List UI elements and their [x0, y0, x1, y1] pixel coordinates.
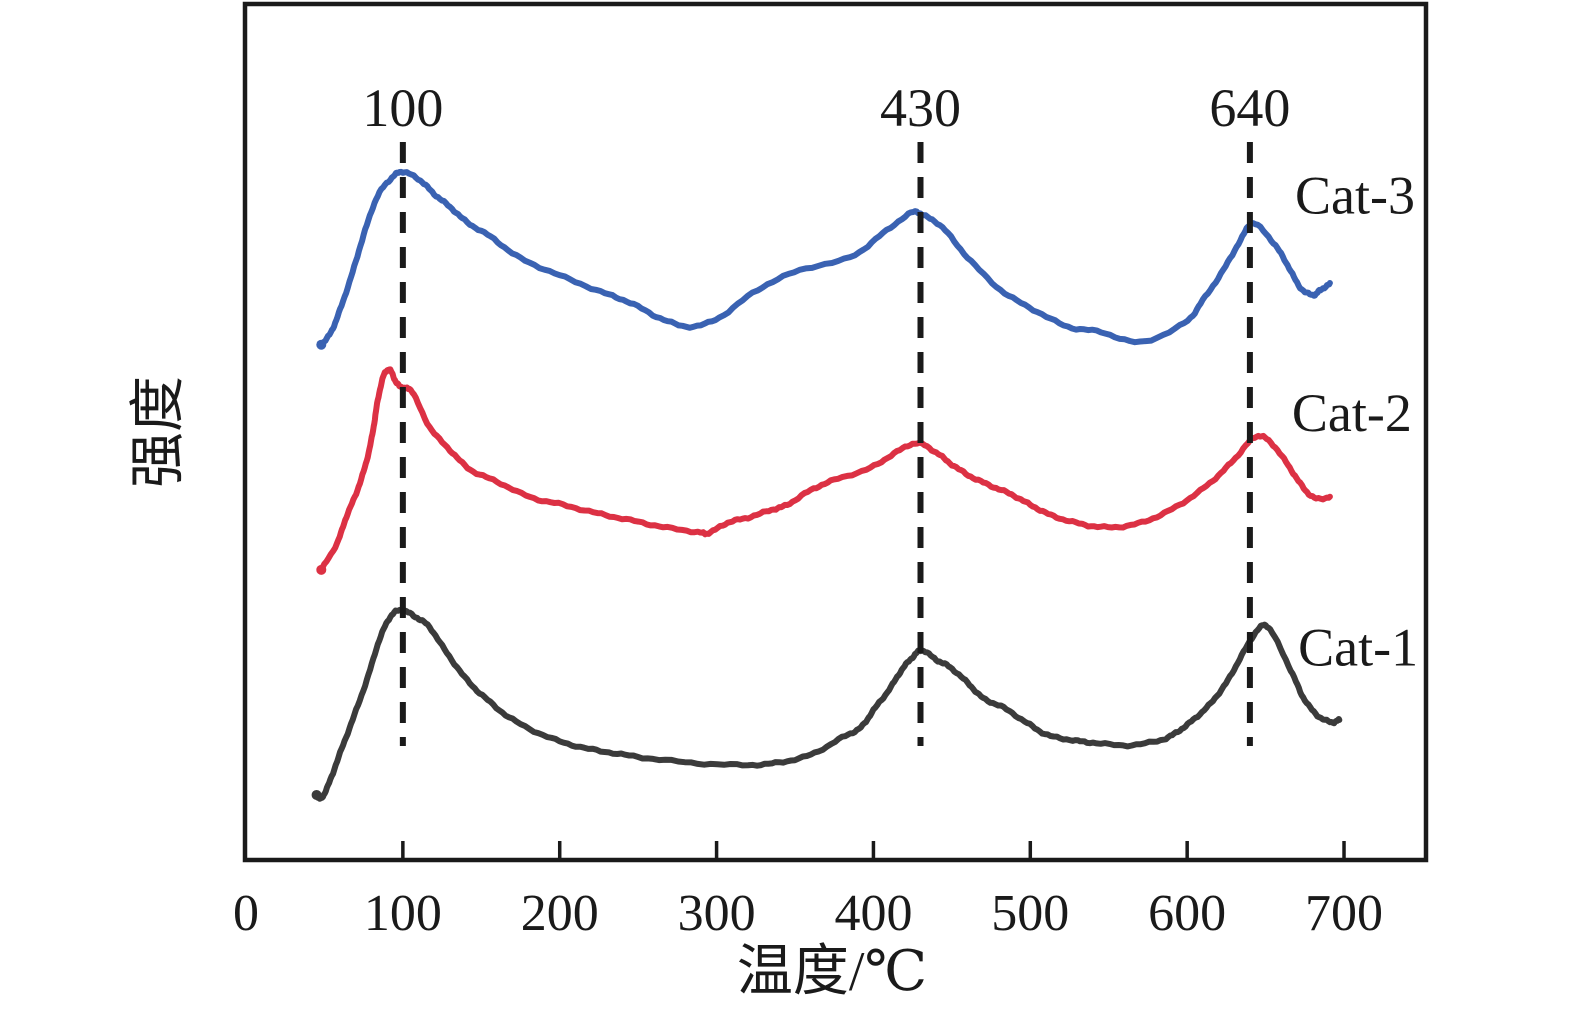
x-axis-tick-labels: 0 100 200 300 400 500 600 700: [233, 885, 1383, 942]
series-label-cat-3: Cat-3: [1295, 166, 1415, 226]
series-start-dot-cat-2: [316, 564, 327, 575]
peak-annotations: 100 430 640: [362, 78, 1290, 746]
x-tick-label: 200: [521, 885, 599, 942]
x-axis-label: 温度/℃: [737, 941, 927, 1003]
series-curves: [311, 168, 1343, 802]
series-line-cat-1: [313, 606, 1343, 802]
series-start-dot-cat-1: [311, 789, 322, 800]
peak-temperature-label-640: 640: [1209, 78, 1290, 138]
series-label-cat-1: Cat-1: [1298, 618, 1418, 678]
peak-annotation-430: 430: [880, 78, 961, 746]
peak-annotation-640: 640: [1209, 78, 1290, 746]
x-tick-label: 600: [1148, 885, 1226, 942]
series-label-cat-2: Cat-2: [1292, 383, 1412, 443]
peak-temperature-label-100: 100: [362, 78, 443, 138]
x-tick-label: 300: [678, 885, 756, 942]
series-start-dot-cat-3: [316, 339, 327, 350]
series-line-cat-3: [318, 168, 1333, 348]
x-tick-label: 400: [834, 885, 912, 942]
x-tick-label: 500: [991, 885, 1069, 942]
peak-annotation-100: 100: [362, 78, 443, 746]
x-axis-ticks: [401, 841, 1346, 858]
peak-temperature-label-430: 430: [880, 78, 961, 138]
x-tick-label: 700: [1305, 885, 1383, 942]
series-labels: Cat-3 Cat-2 Cat-1: [1292, 166, 1418, 678]
plot-border: [242, 1, 1429, 863]
series-line-cat-2: [318, 366, 1333, 574]
x-tick-label: 100: [364, 885, 442, 942]
y-axis-label: 强度: [128, 376, 190, 488]
x-tick-label: 0: [233, 885, 259, 942]
